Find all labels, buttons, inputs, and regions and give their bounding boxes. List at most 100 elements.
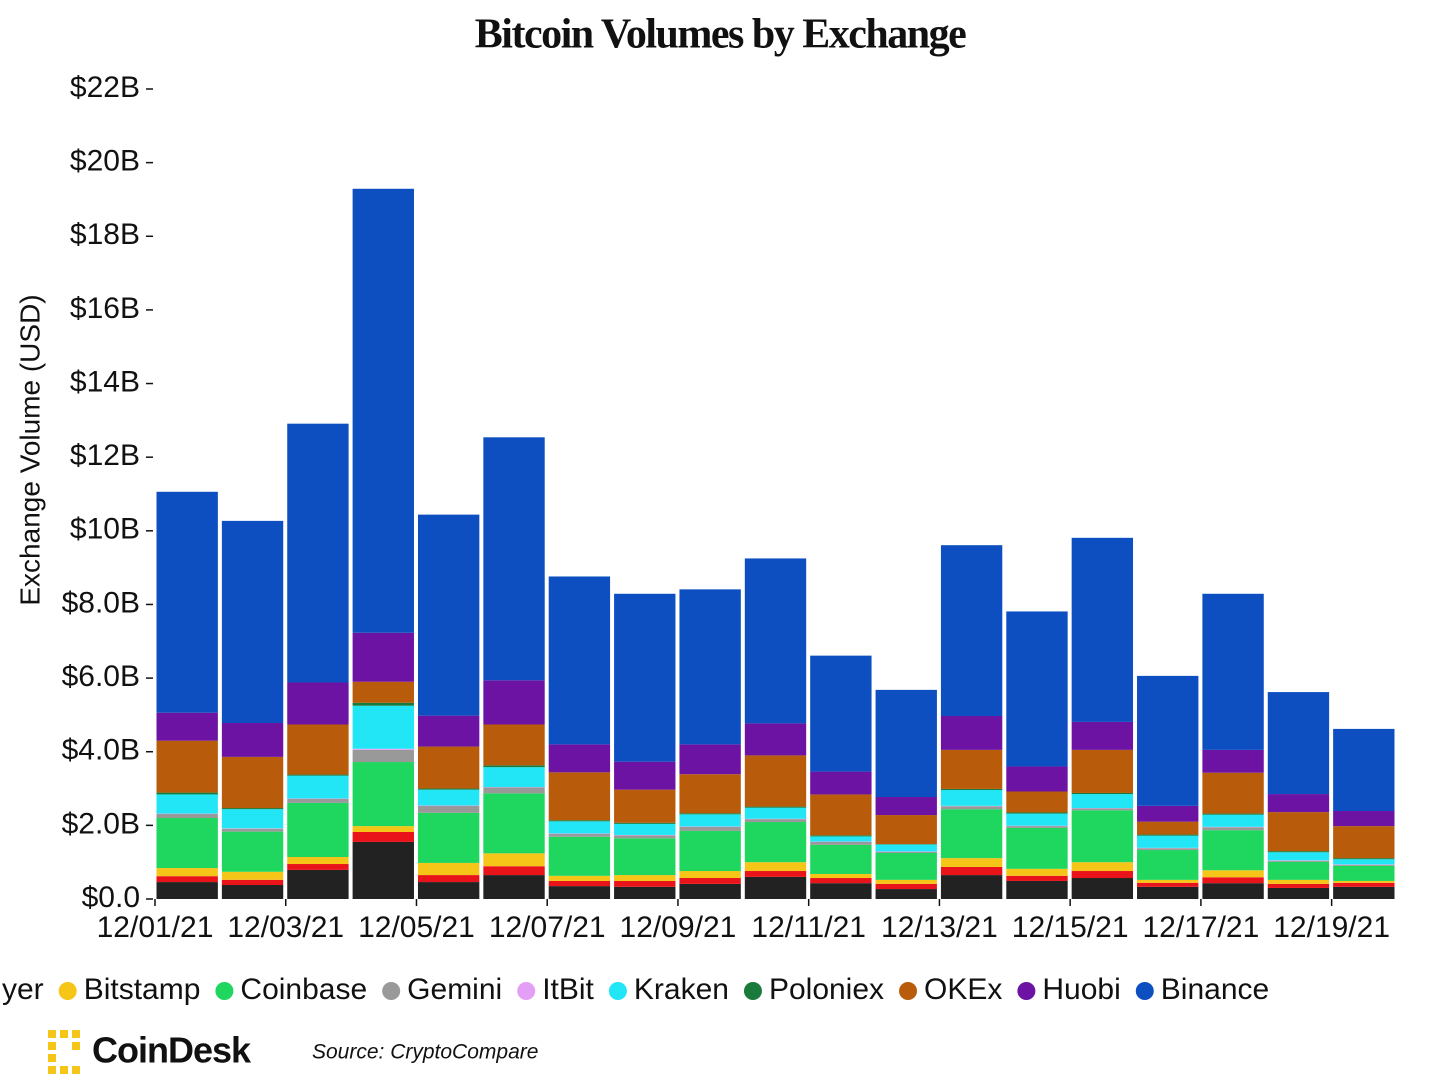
bar-segment [1071,792,1134,795]
bar-segment [548,576,611,745]
bar-segment [679,744,741,775]
bar-segment [352,826,414,832]
bar-segment [679,830,741,872]
bar-segment [744,723,807,756]
bar-segment [940,806,1003,810]
x-tick-label: 12/17/21 [1143,911,1260,944]
bar-segment [1071,808,1134,811]
bar-segment [614,761,676,790]
bar-segment [1006,791,1068,813]
bar-segment [287,802,349,858]
bar-segment [221,831,284,872]
bar-segment [1267,860,1330,862]
bar-segment [483,875,545,899]
bar-segment [1267,887,1330,899]
bar-segment [679,813,741,815]
bar-segment [483,853,545,867]
bar-segment [940,866,1003,876]
bar-segment [679,774,741,814]
bar-segment [1006,875,1068,881]
legend-swatch [517,982,536,1000]
bar-segment [1267,883,1330,888]
bar-segment [417,875,480,883]
bar-segment [1071,749,1134,793]
bar-segment [221,520,284,724]
x-tick-label: 12/07/21 [489,911,606,944]
bar-segment [1267,692,1330,795]
legend-label: Kraken [634,973,729,1006]
bar-segment [1071,871,1134,879]
x-tick-label: 12/01/21 [97,911,214,944]
legend-label: Binance [1161,973,1269,1006]
bar-segment [940,545,1003,717]
y-tick-label: $0.0 [82,881,140,914]
bar-segment [483,437,545,681]
bar-segment [156,794,218,814]
legend-swatch [1135,982,1154,1000]
bar-segment [483,724,545,766]
legend-swatch [1017,982,1036,1000]
bar-segment [614,823,676,835]
bar-segment [744,806,807,808]
bar-segment [221,828,284,832]
bar-segment [1006,827,1068,869]
bar-segment [1202,883,1264,899]
bar-segment [679,883,741,899]
legend-swatch [382,982,401,1000]
bar-segment [679,871,741,879]
y-axis-label: Exchange Volume (USD) [14,294,45,605]
bar-segment [156,882,218,899]
bar-segment [352,748,414,750]
bar-segment [1202,830,1264,871]
bar-segment [417,862,480,876]
bar-segment [287,423,349,683]
bar-segment [1137,850,1199,880]
bar-segment [744,558,807,724]
bar-segment [1006,766,1068,792]
legend-label: OKEx [924,973,1002,1006]
bar-segment [417,514,480,716]
bar-segment [614,835,676,839]
y-tick-label: $16B [70,292,140,325]
y-tick-label: $8.0B [62,586,140,619]
bar-segment [1071,794,1134,809]
bar-segment [614,886,676,899]
bar-segment [417,788,480,790]
bar-segment [810,836,872,842]
bar-segment [744,755,807,807]
x-tick-label: 12/19/21 [1273,911,1390,944]
bar-segment [548,836,611,876]
bar-segment [1333,882,1395,887]
legend-label: Huobi [1042,973,1120,1006]
bar-segment [1333,859,1395,865]
x-tick-label: 12/15/21 [1012,911,1129,944]
bar-segment [679,589,741,745]
bar-segment [1137,886,1199,899]
bar-segment [614,875,676,881]
bar-segment [810,878,872,884]
bar-segment [417,812,480,863]
bar-segment [221,879,284,886]
bar-segment [1137,821,1199,835]
bar-segment [221,723,284,757]
bar-segment [417,789,480,806]
bar-segment [810,883,872,899]
bar-segment [875,815,937,845]
legend-label: Coinbase [240,973,367,1006]
bar-segment [1333,826,1395,859]
bar-segment [875,879,937,884]
bar-segment [483,680,545,725]
bar-segment [1071,862,1134,872]
bar-segment [1006,868,1068,876]
bar-segment [352,632,414,682]
y-tick-label: $20B [70,145,140,178]
bar-segment [221,871,284,880]
bar-segment [614,789,676,823]
bar-segment [1137,675,1199,806]
bar-segment [744,862,807,872]
bar-segment [614,838,676,876]
bar-segment [287,724,349,775]
bar-segment [352,705,414,749]
bar-segment [1137,834,1199,836]
